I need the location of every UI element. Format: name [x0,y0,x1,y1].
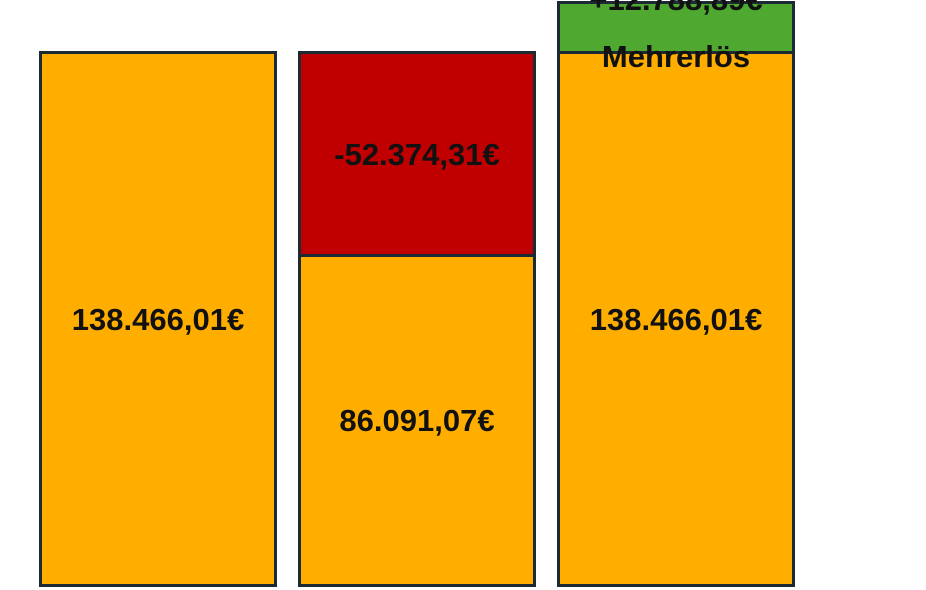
data-label: 138.466,01€ [71,301,245,337]
bar-3-segment-2: +12.788,89€ Mehrerlös [557,0,795,72]
bar-3-segment-1: 138.466,01€ [557,51,795,587]
data-label: -52.374,31€ [334,136,500,172]
segment-note-label: Mehrerlös [601,38,751,74]
bar-2-segment-2: -52.374,31€ [298,51,536,257]
data-label: 86.091,07€ [339,402,495,438]
bar-2-segment-1: 86.091,07€ [298,253,536,587]
bar-1-segment-1: 138.466,01€ [39,51,277,587]
data-label: 138.466,01€ [589,301,763,337]
data-label: +12.788,89€ [589,0,762,15]
